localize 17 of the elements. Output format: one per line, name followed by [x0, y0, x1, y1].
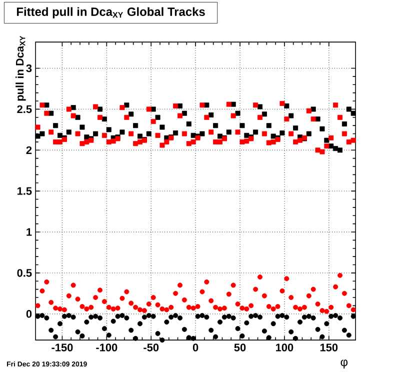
y-tick-label: 1.5 — [17, 187, 32, 195]
x-tick-label: 100 — [276, 344, 294, 352]
x-tick-label: 0 — [192, 344, 198, 352]
y-tick-label: 0 — [26, 310, 32, 318]
x-tick-label: 50 — [234, 344, 246, 352]
x-tick-label: -150 — [52, 344, 73, 352]
x-tick-label: -50 — [144, 344, 159, 352]
y-tick-label: 3 — [26, 64, 32, 72]
x-tick-label: 150 — [320, 344, 338, 352]
y-tick-label: 1 — [26, 228, 32, 236]
y-tick-label: 2 — [26, 146, 32, 154]
y-tick-label: 2.5 — [17, 105, 32, 114]
x-tick-label: -100 — [96, 344, 118, 352]
y-axis-title: pull in Dca$_{XY}$ — [16, 36, 26, 101]
y-tick-label: 0.5 — [17, 269, 32, 277]
x-axis-title: φ — [340, 360, 348, 369]
chart-title: Fitted pull in Dca$_{XY}$ Global Tracks — [16, 7, 205, 18]
